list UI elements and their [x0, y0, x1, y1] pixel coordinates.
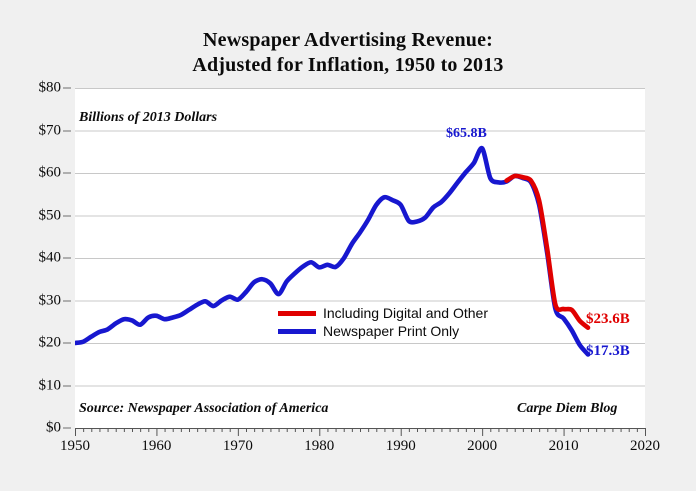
y-axis-tick-label: $30: [38, 292, 62, 308]
y-axis-tick-label: $0: [46, 419, 61, 436]
y-axis-tick-mark: [63, 385, 71, 386]
y-axis-unit-label: Billions of 2013 Dollars: [79, 110, 218, 125]
x-axis-ticks: [75, 428, 646, 436]
y-axis-tick-label: $40: [38, 249, 62, 266]
x-axis-tick-label: 1950: [60, 438, 90, 454]
series-line: [75, 145, 591, 357]
y-axis-tick-mark: [63, 172, 71, 174]
x-axis-tick-label: 1980: [304, 438, 335, 454]
x-axis-tick-label: 1990: [385, 438, 416, 454]
x-axis-tick-label: 1970: [222, 438, 253, 454]
plot-area: [75, 88, 645, 428]
y-axis-tick-mark: [63, 300, 71, 301]
y-axis-tick-label: $60: [38, 164, 62, 181]
x-axis-tick-label: 2020: [630, 438, 660, 454]
chart-title-line-2: Adjusted for Inflation, 1950 to 2013: [192, 54, 504, 76]
series-lines: [75, 145, 591, 357]
legend-item: Including Digital and Other: [278, 304, 488, 322]
x-axis-tick-label: 2010: [548, 438, 579, 454]
annotation-red-end-value: $23.6B: [586, 311, 630, 327]
y-axis-tick-label: $20: [38, 334, 62, 351]
y-axis-tick-mark: [63, 130, 71, 131]
legend-item-label: Including Digital and Other: [323, 305, 488, 321]
plot-svg: [75, 88, 645, 387]
legend-color-swatch: [278, 328, 316, 334]
legend-item-label: Newspaper Print Only: [323, 323, 460, 339]
chart-title: Newspaper Advertising Revenue: Adjusted …: [0, 28, 696, 78]
x-axis-tick-label: 2000: [467, 438, 498, 454]
series-line: [504, 173, 591, 330]
source-note: Source: Newspaper Association of America: [79, 401, 329, 416]
annotation-peak-value: $65.8B: [446, 126, 487, 141]
legend-item: Newspaper Print Only: [278, 322, 488, 340]
credit-note: Carpe Diem Blog: [517, 401, 618, 416]
y-axis-tick-mark: [63, 257, 71, 259]
y-axis-tick-mark: [63, 87, 71, 89]
x-axis: 1950 1960 1970 1980 1990 2000 2010 2020: [60, 438, 660, 468]
y-axis-tick-mark: [63, 427, 71, 429]
gridlines: [75, 88, 645, 387]
y-axis-tick-mark: [63, 342, 71, 344]
y-axis: $0 $10 $20 $30 $40 $50 $60 $70 $80: [0, 80, 75, 436]
chart-title-line-1: Newspaper Advertising Revenue:: [202, 29, 494, 51]
annotation-blue-end-value: $17.3B: [586, 343, 630, 359]
y-axis-tick-label: $50: [38, 207, 62, 223]
legend: Including Digital and Other Newspaper Pri…: [278, 304, 488, 340]
x-axis-tick-label: 1960: [141, 438, 172, 454]
y-axis-tick-label: $10: [38, 377, 62, 393]
y-axis-tick-label: $80: [38, 79, 62, 96]
y-axis-tick-mark: [63, 215, 71, 216]
y-axis-tick-label: $70: [38, 122, 62, 138]
legend-color-swatch: [278, 310, 316, 316]
